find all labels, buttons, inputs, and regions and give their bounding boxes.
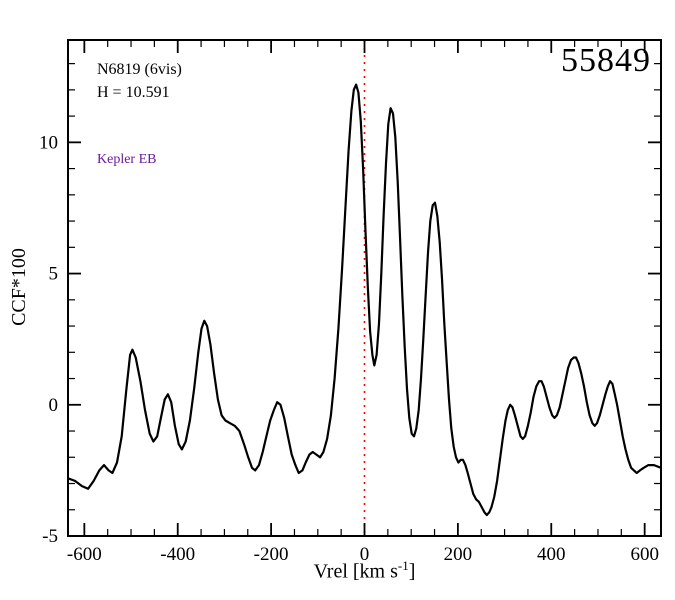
x-tick-label: 600 bbox=[630, 544, 659, 565]
x-tick-label: -600 bbox=[67, 544, 102, 565]
y-tick-label: -5 bbox=[42, 526, 58, 547]
x-tick-label: 0 bbox=[360, 544, 370, 565]
x-tick-label: -400 bbox=[160, 544, 195, 565]
hmag-label: H = 10.591 bbox=[97, 84, 170, 101]
ccf-curve bbox=[68, 83, 661, 517]
target-label: N6819 (6vis) bbox=[97, 61, 182, 78]
x-axis-title-sup: -1 bbox=[397, 558, 409, 573]
y-tick-label: 5 bbox=[49, 264, 59, 285]
x-axis-title-text: Vrel [km s bbox=[313, 560, 398, 583]
y-tick-label: 0 bbox=[49, 395, 59, 416]
y-tick-label: 10 bbox=[39, 132, 58, 153]
x-tick-label: 400 bbox=[537, 544, 566, 565]
x-axis-title-close: ] bbox=[408, 560, 416, 583]
category-label: Kepler EB bbox=[97, 152, 157, 167]
y-axis-title: CCF*100 bbox=[8, 248, 30, 326]
x-axis-title: Vrel [km s-1] bbox=[68, 558, 661, 584]
x-tick-label: -200 bbox=[254, 544, 289, 565]
epoch-label: 55849 bbox=[561, 42, 651, 79]
x-tick-label: 200 bbox=[444, 544, 473, 565]
